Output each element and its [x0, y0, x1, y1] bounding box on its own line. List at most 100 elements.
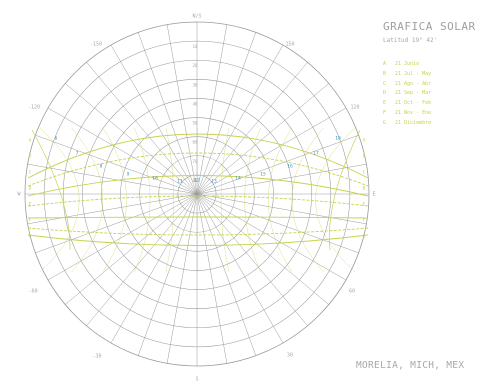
azimuth-line	[196, 193, 359, 254]
altitude-label: 20	[192, 63, 198, 68]
hour-label: 8	[100, 164, 103, 170]
legend-item: A 21 Junio	[383, 61, 420, 67]
altitude-label: 60	[192, 140, 198, 145]
azimuth-line	[196, 193, 284, 344]
azimuth-line	[196, 62, 308, 195]
hour-line	[244, 127, 261, 273]
azimuth-line	[196, 193, 257, 356]
azimuth-label: -150	[90, 42, 102, 48]
hour-line	[71, 127, 104, 273]
azimuth-line	[166, 24, 198, 195]
hour-label: 11	[177, 179, 183, 185]
azimuth-line	[35, 193, 198, 254]
azimuth-line	[196, 32, 257, 195]
altitude-label: 70	[192, 159, 198, 164]
azimuth-label: 60	[349, 289, 355, 295]
azimuth-line	[137, 32, 198, 195]
hour-label: 12	[194, 178, 200, 184]
altitude-label: 80	[192, 178, 198, 183]
legend-item: F 21 Nov - Ene	[383, 109, 432, 116]
azimuth-line	[196, 193, 347, 281]
sun-path-curve	[27, 216, 369, 219]
azimuth-line	[86, 193, 198, 326]
polar-grid	[24, 21, 370, 367]
hour-line	[329, 129, 361, 251]
curve-letter: D	[363, 186, 366, 192]
azimuth-label: 30	[287, 353, 293, 359]
curve-letter: G	[363, 234, 366, 240]
hour-label: 13	[211, 179, 217, 185]
altitude-label: 50	[192, 121, 198, 126]
latitude-label: Latitud 19° 42'	[383, 37, 438, 44]
azimuth-line	[166, 193, 198, 364]
hour-line	[102, 127, 127, 273]
curve-letter: B	[363, 154, 366, 160]
curve-letter: E	[29, 202, 32, 208]
azimuth-line	[196, 163, 367, 195]
azimuth-line	[47, 107, 198, 195]
azimuth-line	[35, 134, 198, 195]
altitude-label: 10	[192, 44, 198, 49]
azimuth-line	[196, 193, 367, 225]
location-label: MORELIA, MICH, MEX	[356, 360, 465, 371]
azimuth-line	[27, 163, 198, 195]
north-label: N/S	[192, 14, 201, 20]
sun-path-curve	[27, 227, 369, 236]
azimuth-line	[27, 193, 198, 225]
hour-line	[39, 127, 80, 273]
hour-label: 15	[260, 172, 266, 178]
curve-letter: G	[29, 234, 32, 240]
azimuth-line	[196, 193, 308, 326]
hour-label: 18	[335, 136, 341, 142]
curve-letter: B	[29, 154, 32, 160]
azimuth-label: -120	[28, 105, 40, 111]
azimuth-line	[47, 193, 198, 281]
azimuth-line	[137, 193, 198, 356]
curve-letter: E	[363, 202, 366, 208]
legend-item: D 21 Sep - Mar	[383, 90, 432, 97]
azimuth-line	[196, 24, 228, 195]
hour-line	[134, 127, 151, 273]
hour-label: 6	[55, 136, 58, 142]
legend-item: C 21 Ago - Abr	[383, 80, 432, 87]
azimuth-label: -30	[92, 354, 101, 360]
azimuth-line	[196, 193, 228, 364]
azimuth-line	[110, 193, 198, 344]
altitude-label: 30	[192, 82, 198, 87]
south-label: S	[195, 377, 198, 383]
hour-label: 7	[76, 151, 79, 157]
hour-label: 16	[287, 164, 293, 170]
azimuth-line	[65, 193, 198, 305]
curve-letter: F	[29, 218, 32, 224]
azimuth-line	[110, 44, 198, 195]
hour-line	[165, 127, 174, 273]
hour-label: 17	[313, 151, 319, 157]
east-label: E	[372, 192, 375, 198]
hour-line	[291, 127, 324, 273]
curve-letter: C	[363, 170, 366, 176]
hour-line	[31, 129, 71, 251]
legend-item: G 21 Diciembre	[383, 119, 432, 126]
hour-label: 10	[152, 176, 158, 182]
chart-labels: N/S S E W 150 -150 120 -120 60 -60 30 -30 10 20 30 40 50…	[17, 14, 375, 383]
azimuth-line	[196, 44, 284, 195]
curve-letter: C	[29, 170, 32, 176]
hour-line	[315, 127, 356, 273]
curve-letter: A	[29, 138, 32, 144]
sun-path-curve	[27, 234, 369, 246]
hour-line	[220, 127, 230, 273]
legend-item: E 21 Oct - Feb	[383, 100, 432, 107]
azimuth-label: -60	[28, 289, 37, 295]
curve-letter: D	[29, 186, 32, 192]
curve-letter: A	[363, 138, 366, 144]
curve-letter: F	[363, 218, 366, 224]
hour-label: 9	[127, 172, 130, 178]
hour-label: 14	[235, 176, 241, 182]
sun-path-curves	[27, 127, 369, 273]
altitude-label: 40	[192, 101, 198, 106]
west-label: W	[17, 192, 21, 198]
hour-line	[268, 127, 293, 273]
azimuth-label: 150	[285, 42, 294, 48]
